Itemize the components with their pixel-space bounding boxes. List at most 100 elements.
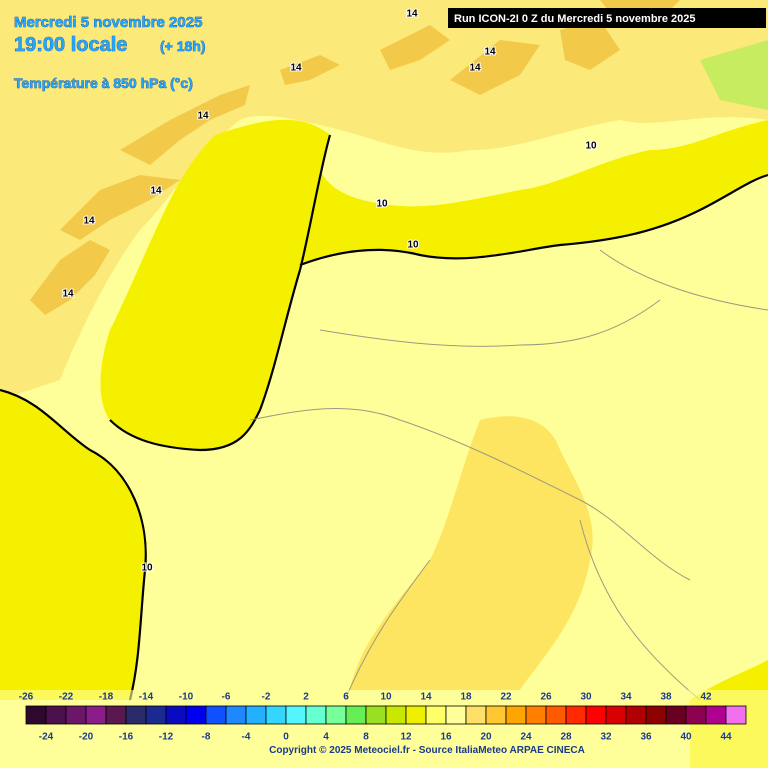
colorbar-label: -6 bbox=[222, 692, 231, 703]
color-swatch bbox=[645, 705, 667, 725]
color-swatch bbox=[685, 705, 707, 725]
color-swatch bbox=[45, 705, 67, 725]
colorbar-label: 38 bbox=[660, 692, 672, 703]
colorbar-label: 0 bbox=[283, 732, 289, 743]
cool-patch bbox=[700, 40, 768, 110]
lead-time: (+ 18h) bbox=[160, 38, 206, 54]
color-swatch bbox=[605, 705, 627, 725]
colorbar-label: 2 bbox=[303, 692, 309, 703]
colorbar-label: -8 bbox=[202, 732, 211, 743]
copyright: Copyright © 2025 Meteociel.fr - Source I… bbox=[269, 745, 585, 756]
colorbar-label: -12 bbox=[159, 732, 174, 743]
colorbar-label: 10 bbox=[380, 692, 392, 703]
color-swatch bbox=[385, 705, 407, 725]
contour-label: 14 bbox=[469, 63, 481, 74]
color-swatch bbox=[465, 705, 487, 725]
colorbar-label: 30 bbox=[580, 692, 592, 703]
colorbar-label: -22 bbox=[59, 692, 74, 703]
color-swatch bbox=[145, 705, 167, 725]
color-swatch bbox=[545, 705, 567, 725]
color-swatch bbox=[345, 705, 367, 725]
color-swatch bbox=[185, 705, 207, 725]
color-swatch bbox=[425, 705, 447, 725]
colorbar-label: -16 bbox=[119, 732, 134, 743]
colorbar-label: 34 bbox=[620, 692, 632, 703]
color-swatch bbox=[285, 705, 307, 725]
colorbar-label: 40 bbox=[680, 732, 692, 743]
colorbar-label: -4 bbox=[242, 732, 251, 743]
color-swatch bbox=[505, 705, 527, 725]
color-swatch bbox=[705, 705, 727, 725]
color-swatch bbox=[325, 705, 347, 725]
date: Mercredi 5 novembre 2025 bbox=[14, 14, 202, 31]
cold-region-west bbox=[0, 390, 146, 700]
color-swatch bbox=[225, 705, 247, 725]
contour-label: 14 bbox=[484, 47, 496, 58]
color-swatch bbox=[125, 705, 147, 725]
colorbar-label: 24 bbox=[520, 732, 532, 743]
colorbar-label: 28 bbox=[560, 732, 572, 743]
color-swatch bbox=[85, 705, 107, 725]
colorbar-label: 8 bbox=[363, 732, 369, 743]
warm-region bbox=[0, 0, 768, 400]
color-swatch bbox=[65, 705, 87, 725]
run-box bbox=[448, 8, 766, 28]
color-swatch bbox=[625, 705, 647, 725]
colorbar-label: -24 bbox=[39, 732, 54, 743]
contour-label: 10 bbox=[376, 199, 388, 210]
color-swatch bbox=[165, 705, 187, 725]
color-swatch bbox=[485, 705, 507, 725]
colorbar-label: 12 bbox=[400, 732, 412, 743]
time: 19:00 locale bbox=[14, 34, 127, 56]
color-swatch bbox=[585, 705, 607, 725]
colorbar-label: -2 bbox=[262, 692, 271, 703]
contour-label: 14 bbox=[406, 9, 418, 20]
colorbar-label: -10 bbox=[179, 692, 194, 703]
colorbar-label: 26 bbox=[540, 692, 552, 703]
color-swatch bbox=[405, 705, 427, 725]
color-swatch bbox=[305, 705, 327, 725]
contour-label: 14 bbox=[62, 289, 74, 300]
colorbar-label: 4 bbox=[323, 732, 329, 743]
color-swatch bbox=[205, 705, 227, 725]
colorbar-label: 18 bbox=[460, 692, 472, 703]
colorbar-label: 22 bbox=[500, 692, 512, 703]
colorbar-label: 20 bbox=[480, 732, 492, 743]
color-swatch bbox=[725, 705, 747, 725]
contour-label: 10 bbox=[407, 240, 419, 251]
contour-label: 14 bbox=[150, 186, 162, 197]
color-swatch bbox=[245, 705, 267, 725]
colorbar-label: -18 bbox=[99, 692, 114, 703]
colorbar-label: 32 bbox=[600, 732, 612, 743]
colorbar-label: 16 bbox=[440, 732, 452, 743]
colorbar-label: -20 bbox=[79, 732, 94, 743]
contour-label: 14 bbox=[197, 111, 209, 122]
contour-label: 10 bbox=[141, 563, 153, 574]
legend-background bbox=[0, 690, 768, 768]
colorbar-label: 36 bbox=[640, 732, 652, 743]
colorbar: -26-24-22-20-18-16-14-12-10-8-6-4-202468… bbox=[19, 692, 747, 743]
color-swatch bbox=[665, 705, 687, 725]
border-line bbox=[249, 249, 768, 701]
color-swatch bbox=[25, 705, 47, 725]
colorbar-label: 42 bbox=[700, 692, 712, 703]
color-swatch bbox=[565, 705, 587, 725]
run-info: Run ICON-2I 0 Z du Mercredi 5 novembre 2… bbox=[454, 13, 695, 25]
contour-label: 14 bbox=[290, 63, 302, 74]
colorbar-label: 14 bbox=[420, 692, 432, 703]
color-swatch bbox=[365, 705, 387, 725]
colorbar-label: -14 bbox=[139, 692, 154, 703]
color-swatch bbox=[525, 705, 547, 725]
color-swatch bbox=[445, 705, 467, 725]
contour-label: 10 bbox=[585, 141, 597, 152]
colorbar-label: -26 bbox=[19, 692, 34, 703]
color-swatch bbox=[105, 705, 127, 725]
colorbar-label: 6 bbox=[343, 692, 349, 703]
variable: Température à 850 hPa (°c) bbox=[14, 75, 193, 91]
warm-core bbox=[350, 416, 593, 690]
colorbar-label: 44 bbox=[720, 732, 732, 743]
color-swatch bbox=[265, 705, 287, 725]
contour-line bbox=[0, 134, 768, 701]
